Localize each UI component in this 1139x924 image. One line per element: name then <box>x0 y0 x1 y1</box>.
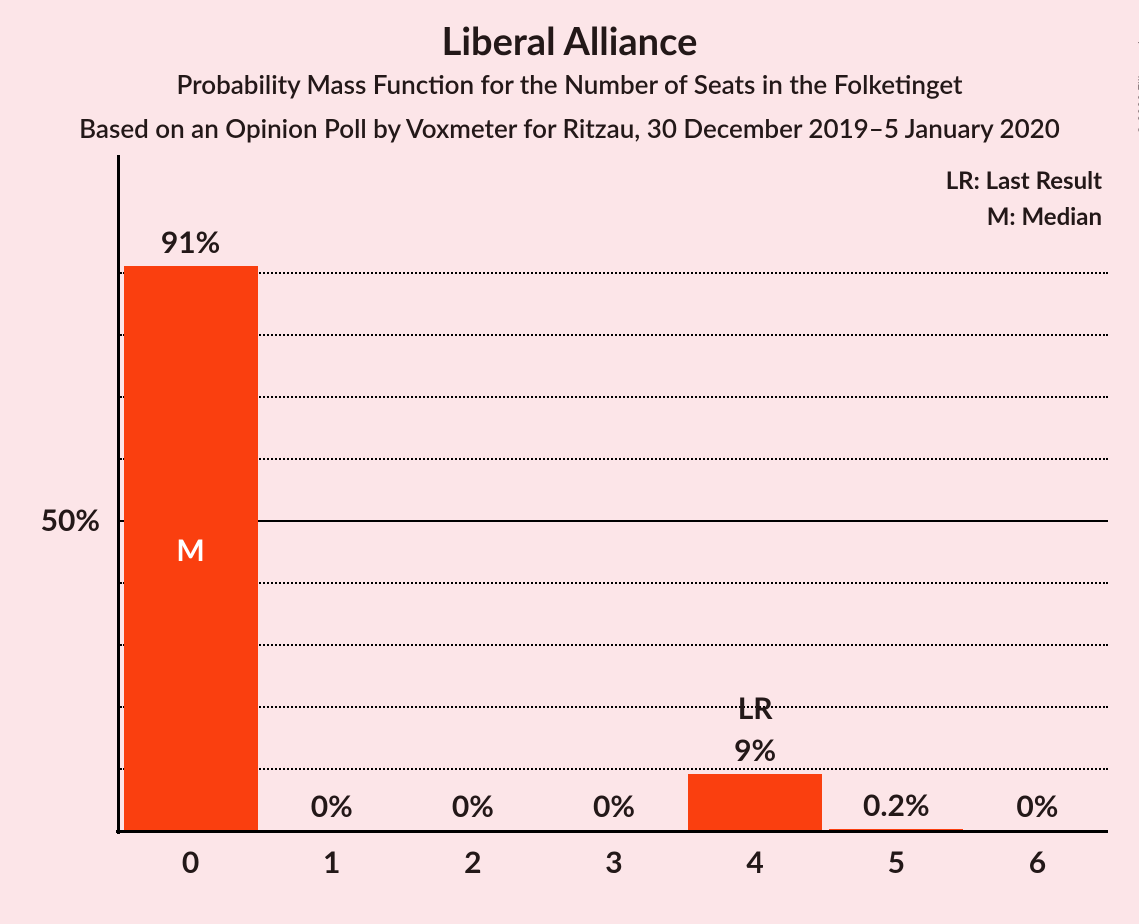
x-axis-tick-label: 6 <box>967 844 1108 880</box>
bar-value-label: 0% <box>967 788 1108 824</box>
x-axis-tick-label: 0 <box>120 844 261 880</box>
legend-last-result: LR: Last Result <box>946 166 1102 195</box>
chart-subtitle-2: Based on an Opinion Poll by Voxmeter for… <box>0 112 1139 144</box>
bar-value-label: 0% <box>261 788 402 824</box>
bar-value-label: 9% <box>685 732 826 768</box>
bar-value-label: 0% <box>402 788 543 824</box>
legend-median: M: Median <box>987 202 1102 231</box>
last-result-marker: LR <box>685 690 826 726</box>
gridline <box>120 768 1108 770</box>
gridline <box>120 582 1108 584</box>
median-marker: M <box>124 532 258 568</box>
bar <box>688 774 822 830</box>
gridline <box>120 706 1108 708</box>
copyright-text: © 2020 Filip van Laenen <box>1135 6 1139 135</box>
bar-value-label: 91% <box>120 224 261 260</box>
gridline <box>120 520 1108 522</box>
chart-plot-area: 50%M91%00%10%20%39%LR40.2%50%6LR: Last R… <box>120 210 1108 830</box>
x-axis-tick-label: 4 <box>685 844 826 880</box>
gridline <box>120 272 1108 274</box>
bar-value-label: 0% <box>543 788 684 824</box>
chart-subtitle-1: Probability Mass Function for the Number… <box>0 68 1139 100</box>
gridline <box>120 334 1108 336</box>
gridline <box>120 644 1108 646</box>
y-axis <box>117 155 120 834</box>
gridline <box>120 396 1108 398</box>
chart-title: Liberal Alliance <box>0 18 1139 64</box>
x-axis <box>116 830 1108 833</box>
x-axis-tick-label: 2 <box>402 844 543 880</box>
x-axis-tick-label: 5 <box>826 844 967 880</box>
y-axis-tick-label: 50% <box>0 502 100 538</box>
x-axis-tick-label: 3 <box>543 844 684 880</box>
x-axis-tick-label: 1 <box>261 844 402 880</box>
gridline <box>120 458 1108 460</box>
bar-value-label: 0.2% <box>826 787 967 823</box>
